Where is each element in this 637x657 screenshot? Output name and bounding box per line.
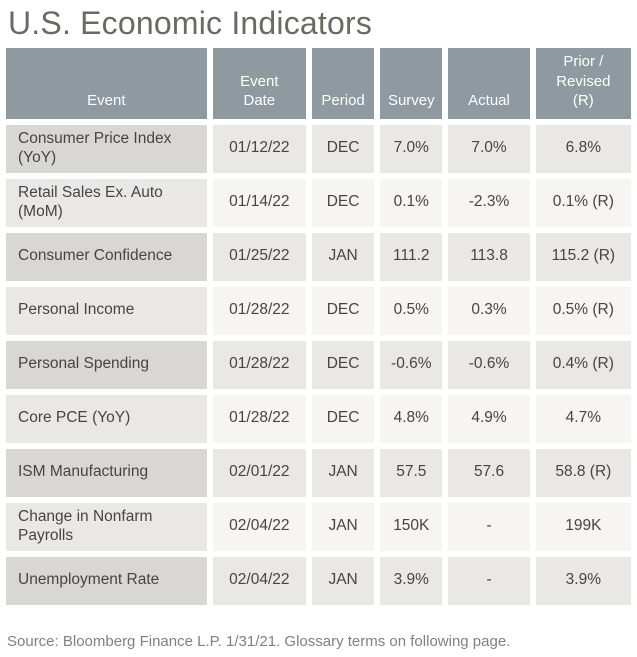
cell-actual: 113.8 [448,232,530,281]
table-row: ISM Manufacturing 02/01/22 JAN 57.5 57.6 58.8… [6,448,631,497]
cell-survey: 150K [380,502,443,551]
cell-event: Unemployment Rate [6,556,207,605]
page: U.S. Economic Indicators Event Event Date… [0,4,637,657]
cell-period: JAN [311,556,375,605]
column-header-event: Event [6,48,207,119]
column-header-actual: Actual [448,48,530,119]
table-row: Consumer Price Index (YoY) 01/12/22 DEC 7.0… [6,124,631,173]
source-note: Source: Bloomberg Finance L.P. 1/31/21. … [7,632,511,650]
cell-actual: - [448,502,530,551]
cell-period: DEC [311,340,375,389]
cell-prior: 58.8 (R) [535,448,631,497]
table-row: Personal Income 01/28/22 DEC 0.5% 0.3% 0.5% (… [6,286,631,335]
cell-event: Personal Income [6,286,207,335]
cell-event: Consumer Price Index (YoY) [6,124,207,173]
cell-period: DEC [311,394,375,443]
cell-date: 01/28/22 [212,394,306,443]
column-header-date: Event Date [212,48,306,119]
cell-event: Core PCE (YoY) [6,394,207,443]
cell-prior: 3.9% [535,556,631,605]
cell-actual: 7.0% [448,124,530,173]
cell-period: JAN [311,232,375,281]
cell-prior: 199K [535,502,631,551]
column-header-period: Period [311,48,375,119]
cell-date: 02/04/22 [212,502,306,551]
cell-prior: 0.4% (R) [535,340,631,389]
cell-event: Change in Nonfarm Payrolls [6,502,207,551]
cell-actual: -2.3% [448,178,530,227]
cell-actual: 57.6 [448,448,530,497]
cell-period: DEC [311,286,375,335]
economic-indicators-table: Event Event Date Period Survey Actual Prior /… [0,42,637,611]
table-row: Unemployment Rate 02/04/22 JAN 3.9% -3.9% [6,556,631,605]
cell-period: JAN [311,448,375,497]
cell-date: 01/28/22 [212,340,306,389]
cell-survey: 0.5% [380,286,443,335]
cell-actual: 4.9% [448,394,530,443]
cell-survey: 7.0% [380,124,443,173]
cell-survey: 4.8% [380,394,443,443]
cell-period: JAN [311,502,375,551]
cell-survey: -0.6% [380,340,443,389]
column-header-prior: Prior / Revised (R) [535,48,631,119]
cell-survey: 3.9% [380,556,443,605]
cell-actual: 0.3% [448,286,530,335]
cell-actual: - [448,556,530,605]
cell-date: 01/25/22 [212,232,306,281]
table-body: Consumer Price Index (YoY) 01/12/22 DEC 7.0… [6,124,631,605]
cell-prior: 0.1% (R) [535,178,631,227]
cell-event: ISM Manufacturing [6,448,207,497]
table-row: Retail Sales Ex. Auto (MoM) 01/14/22 DEC 0.… [6,178,631,227]
cell-date: 01/12/22 [212,124,306,173]
cell-period: DEC [311,124,375,173]
cell-actual: -0.6% [448,340,530,389]
cell-survey: 0.1% [380,178,443,227]
cell-prior: 0.5% (R) [535,286,631,335]
page-title: U.S. Economic Indicators [8,5,373,41]
cell-prior: 4.7% [535,394,631,443]
cell-date: 01/14/22 [212,178,306,227]
cell-event: Retail Sales Ex. Auto (MoM) [6,178,207,227]
cell-survey: 57.5 [380,448,443,497]
cell-event: Consumer Confidence [6,232,207,281]
cell-prior: 115.2 (R) [535,232,631,281]
cell-date: 01/28/22 [212,286,306,335]
table-row: Core PCE (YoY) 01/28/22 DEC 4.8% 4.9% 4.7% [6,394,631,443]
column-header-survey: Survey [380,48,443,119]
cell-survey: 111.2 [380,232,443,281]
table-row: Personal Spending 01/28/22 DEC -0.6% -0.6% 0.… [6,340,631,389]
cell-prior: 6.8% [535,124,631,173]
cell-period: DEC [311,178,375,227]
cell-date: 02/01/22 [212,448,306,497]
cell-date: 02/04/22 [212,556,306,605]
table-row: Change in Nonfarm Payrolls 02/04/22 JAN 150… [6,502,631,551]
header-row: Event Event Date Period Survey Actual Prior /… [6,48,631,119]
cell-event: Personal Spending [6,340,207,389]
table-row: Consumer Confidence 01/25/22 JAN 111.2 113.8… [6,232,631,281]
